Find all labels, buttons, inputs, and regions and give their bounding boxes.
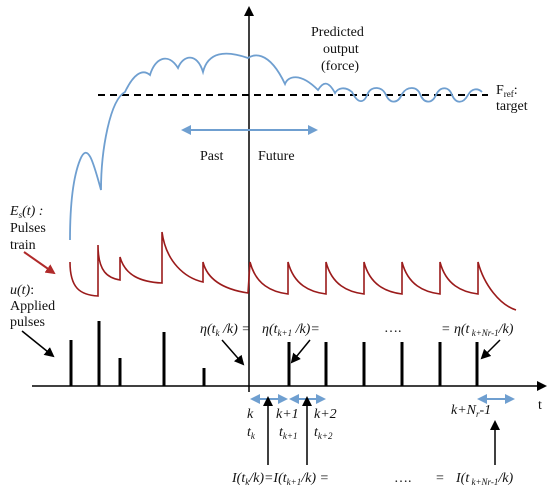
eta-dots: ….: [384, 321, 402, 336]
predicted-label-line1: Predicted: [311, 25, 364, 40]
past-label: Past: [200, 149, 223, 164]
future-label: Future: [258, 149, 295, 164]
i-right-label: I(t k+Nr-1/k): [455, 471, 513, 487]
train-label: train: [10, 238, 36, 253]
es-label: Es(t) :: [9, 204, 43, 220]
knr-label: k+Nr-1: [451, 403, 491, 419]
i-left-label: I(tk/k)=I(tk+1/k) =: [231, 471, 329, 487]
eta-k-arrow: [221, 339, 245, 366]
eta-knr-arrow: [480, 339, 501, 360]
k1-label: k+1: [276, 407, 299, 422]
tk-label: tk: [247, 425, 256, 441]
pulse-train-curve: [69, 231, 517, 311]
predicted-label-line2: output: [323, 42, 359, 57]
predicted-output-curve: [69, 52, 483, 241]
eta-k1-arrow: [290, 339, 311, 364]
eta-k1-label: η(tk+1 /k)=: [262, 322, 320, 338]
pulses-label: Pulses: [10, 221, 46, 236]
fref-label: Fref:: [496, 83, 518, 99]
t-axis-label: t: [538, 398, 542, 413]
predicted-label-line3: (force): [321, 59, 359, 74]
k-label: k: [247, 407, 254, 422]
pulses-applied-label: pulses: [10, 315, 45, 330]
target-label: target: [496, 99, 528, 114]
u-label: u(t):: [10, 283, 34, 298]
i-dots: ….: [394, 471, 412, 486]
eta-knr-label: = η(t k+Nr-1/k): [441, 322, 514, 338]
pulses-train-arrow: [23, 251, 56, 275]
applied-pulses: [69, 321, 479, 386]
applied-label: Applied: [10, 299, 55, 314]
eta-k-label: η(tk /k) =: [200, 322, 251, 338]
tk2-label: tk+2: [314, 425, 333, 441]
i-right-eq: =: [436, 471, 444, 486]
k2-label: k+2: [314, 407, 337, 422]
tk1-label: tk+1: [279, 425, 297, 441]
applied-pulses-arrow: [21, 330, 55, 358]
